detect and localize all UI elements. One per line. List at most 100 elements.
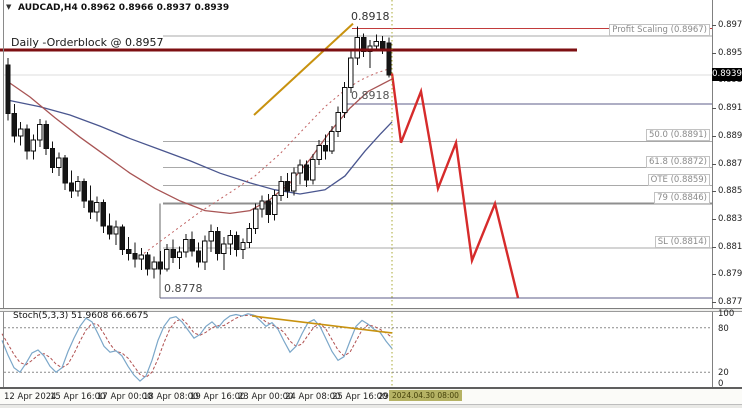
candle-body (202, 240, 208, 263)
fib-level-label: OTE (0.8859) (647, 173, 710, 186)
time-tick-label: 17 Apr 00:00 (97, 392, 153, 402)
stoch-tick-label: 20 (718, 368, 729, 379)
fib-level-label: 61.8 (0.8872) (645, 155, 710, 168)
candle-body (113, 226, 119, 235)
candle-body (30, 139, 37, 152)
time-tick-label: 19 Apr 16:00 (190, 392, 246, 402)
ma-fast-line (5, 78, 393, 215)
chart-canvas[interactable] (0, 0, 742, 389)
price-tick-mark (712, 246, 716, 248)
zigzag-projection[interactable] (390, 73, 520, 299)
candle-body (151, 261, 157, 270)
candle-body (214, 230, 221, 255)
candle-body (75, 181, 81, 192)
price-tick-mark (712, 302, 716, 303)
time-tick-label: 23 Apr 00:00 (238, 392, 294, 402)
candle-body (87, 200, 94, 213)
candle-body (164, 248, 170, 270)
candle-body (176, 251, 183, 259)
retest-price-label: 0.8918 (351, 89, 390, 102)
candle-body (49, 147, 56, 169)
candle-body (138, 254, 145, 260)
gold-trendline[interactable] (253, 22, 354, 116)
symbol-dropdown-icon[interactable]: ▼ (6, 3, 12, 11)
orderblock-annotation[interactable]: Daily -Orderblock @ 0.8957 (11, 36, 164, 49)
current-price-tag: 0.8939 (712, 67, 742, 81)
candle-body (341, 86, 348, 113)
candle-body (354, 36, 360, 59)
candle-body (18, 128, 24, 137)
fib-level-label: 79 (0.8846) (654, 191, 710, 204)
stoch-tick-label: 0 (718, 379, 724, 389)
candle-body (183, 239, 189, 253)
price-tick-label: 0.8975 (718, 20, 742, 30)
candle-body (272, 194, 278, 216)
pane-divider[interactable] (0, 308, 742, 312)
candle-body (259, 200, 265, 210)
fib-level-label: 50.0 (0.8891) (645, 129, 710, 142)
candle-body (68, 182, 75, 192)
price-tick-mark (712, 80, 716, 82)
crosshair-time-tag: 2024.04.30 08:00 (389, 390, 462, 401)
candle-body (221, 243, 227, 255)
window-bottom-edge (0, 404, 742, 405)
price-tick-mark (712, 108, 716, 110)
candle-body (297, 164, 303, 174)
candle-body (43, 124, 49, 149)
candle-body (157, 261, 164, 270)
stoch-k-line (1, 313, 393, 382)
candle-body (106, 225, 113, 235)
price-tick-mark (712, 52, 716, 54)
candle-body (284, 181, 291, 192)
candle-body (291, 172, 297, 192)
candle-body (240, 241, 246, 250)
price-tick-label: 0.8875 (718, 158, 742, 169)
candle-body (278, 181, 284, 196)
candle-body (125, 248, 132, 255)
candle-body (246, 228, 253, 243)
candle-body (5, 64, 11, 115)
price-axis-separator (712, 0, 713, 389)
candle-body (170, 248, 176, 259)
price-tick-mark (712, 135, 716, 137)
stoch-d-line (1, 314, 393, 378)
price-tick-mark (712, 25, 716, 26)
candle-body (227, 235, 233, 245)
candle-body (379, 41, 386, 50)
candle-body (373, 41, 380, 47)
time-tick-label: 24 Apr 08:00 (285, 392, 341, 402)
candle-body (24, 128, 30, 152)
candle-body (56, 157, 62, 169)
ma-dashed-line (139, 67, 393, 257)
price-tick-mark (712, 163, 716, 165)
candle-body (233, 235, 240, 250)
candle-body (62, 157, 68, 184)
candle-body (11, 113, 18, 137)
candle-body (37, 124, 43, 141)
time-tick-label: 25 Apr 16:00 (332, 392, 388, 402)
fib-level-label: SL (0.8814) (654, 235, 710, 248)
candle-body (322, 144, 329, 152)
candle-body (94, 201, 100, 213)
swing-low-price-label: 0.8778 (164, 282, 203, 295)
candle-body (208, 230, 214, 242)
time-tick-label: 15 Apr 16:00 (50, 392, 106, 402)
stoch-tick-label: 100 (718, 309, 735, 319)
candle-body (310, 158, 316, 181)
time-tick-label: 12 Apr 2024 (4, 392, 57, 402)
price-tick-label: 0.8855 (718, 186, 742, 197)
candle-body (189, 239, 195, 252)
candle-body (335, 111, 341, 133)
price-tick-label: 0.8915 (718, 103, 742, 114)
chart-left-border (3, 0, 4, 389)
price-tick-mark (712, 218, 716, 220)
ma-slow-line (5, 99, 393, 195)
price-tick-mark (712, 274, 716, 276)
swing-high-price-label: 0.8918 (351, 10, 390, 23)
candle-body (348, 57, 354, 88)
time-axis[interactable] (0, 389, 742, 405)
price-tick-label: 0.8835 (718, 213, 742, 224)
stoch-trendline[interactable] (251, 315, 393, 334)
price-tick-label: 0.8795 (718, 269, 742, 280)
